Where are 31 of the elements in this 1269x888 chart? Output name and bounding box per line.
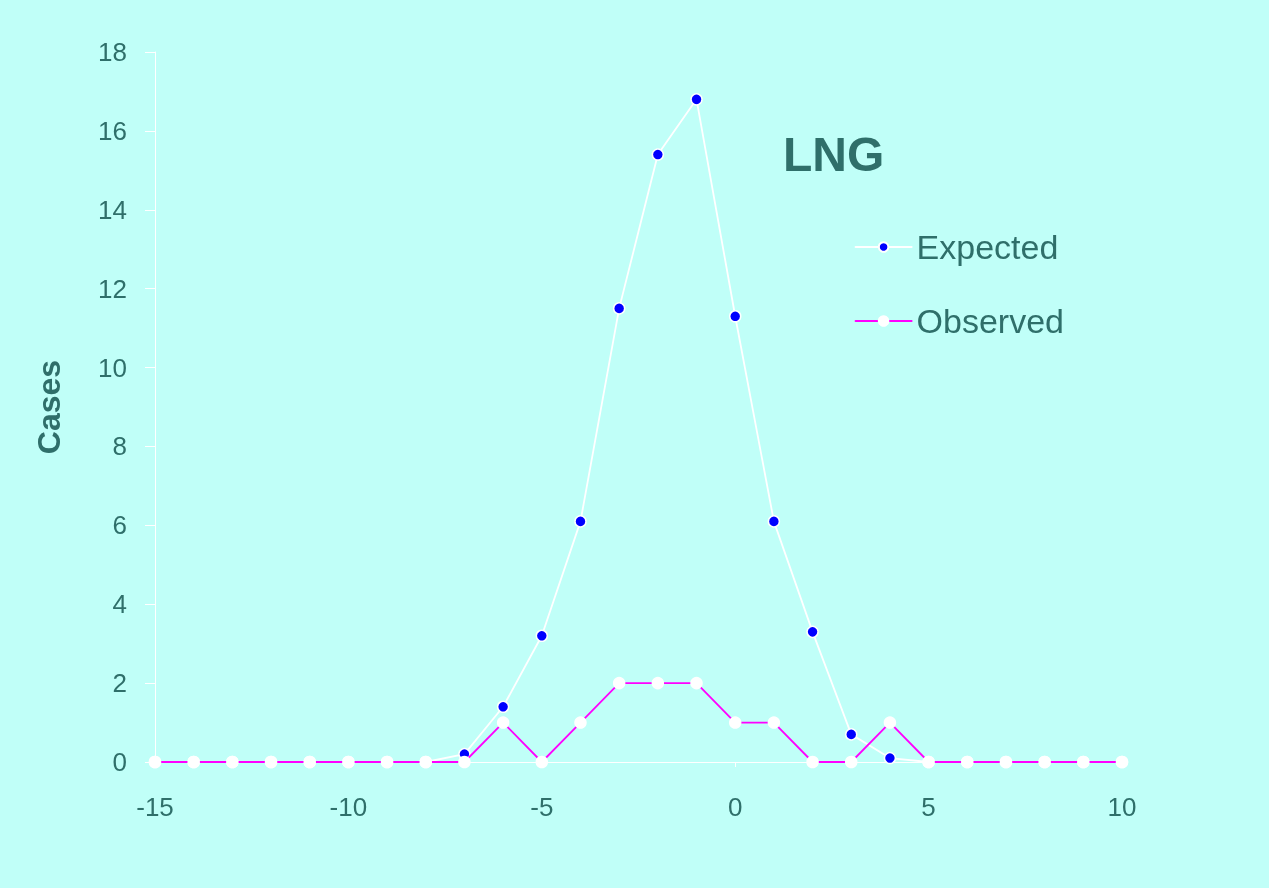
x-tick-label: -10: [329, 792, 368, 822]
point: [845, 728, 858, 741]
point: [535, 629, 549, 643]
y-tick-label: 0: [112, 747, 127, 777]
text: LNG: [783, 127, 885, 181]
point: [690, 93, 703, 106]
y-tick-label: 12: [98, 273, 127, 304]
legend-label: Expected: [916, 228, 1059, 266]
x-tick-label: 10: [1107, 792, 1137, 822]
point: [574, 515, 587, 528]
y-axis-title: Cases: [31, 359, 67, 455]
x-tick-label: 5: [921, 792, 936, 822]
point: [651, 148, 665, 161]
point: [767, 515, 781, 528]
y-tick-label: 8: [112, 431, 127, 462]
y-tick-label: 16: [98, 115, 127, 146]
point: [728, 310, 742, 323]
point: [806, 625, 819, 639]
point: [883, 751, 897, 765]
y-tick-label: 2: [112, 668, 127, 699]
y-tick-label: 14: [98, 194, 127, 225]
y-tick-label: 18: [98, 37, 127, 67]
y-tick-label: 4: [112, 589, 127, 620]
y-tick-label: 10: [98, 352, 127, 383]
x-tick-label: 0: [727, 792, 743, 822]
point: [496, 700, 510, 714]
x-tick-label: -15: [136, 792, 174, 822]
legend-label: Observed: [916, 302, 1064, 340]
y-tick-label: 6: [112, 510, 127, 541]
point: [612, 302, 626, 315]
x-tick-label: -5: [530, 792, 554, 822]
